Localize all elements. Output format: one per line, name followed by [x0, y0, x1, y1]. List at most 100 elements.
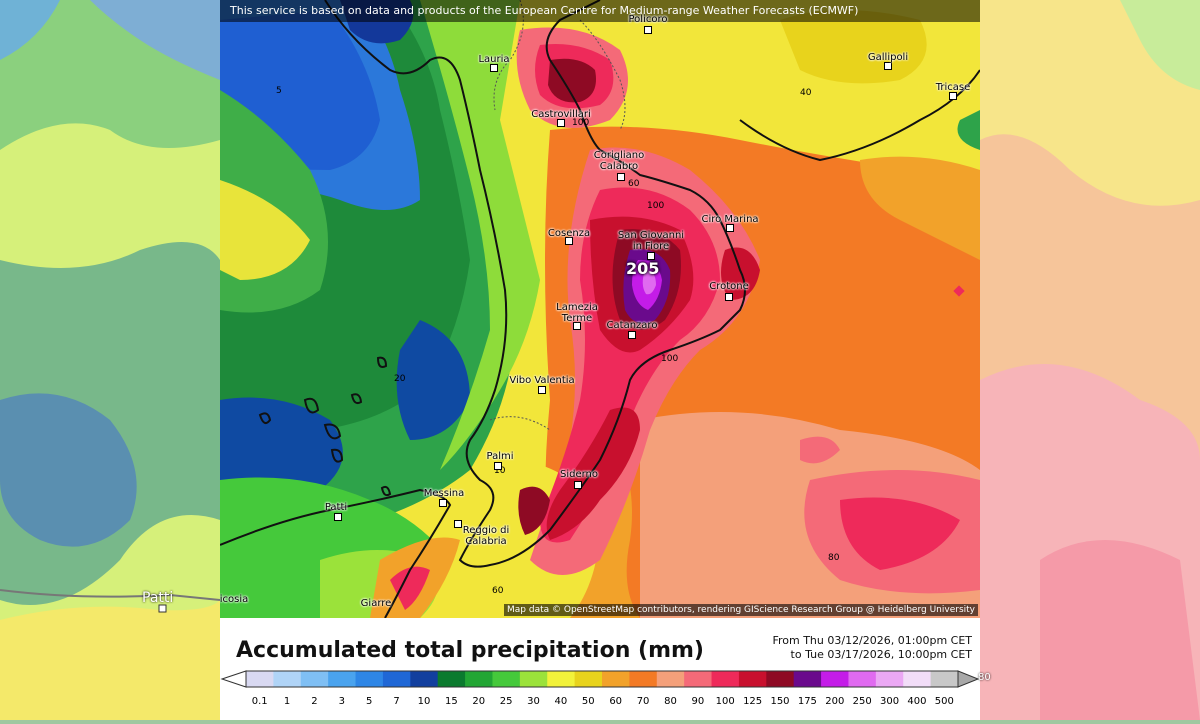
colorbar-swatch [930, 671, 959, 687]
city-label-siderno[interactable]: Siderno [559, 469, 599, 480]
colorbar-tick-label: 300 [879, 696, 900, 707]
city-marker [647, 252, 655, 260]
city-label-messina[interactable]: Messina [423, 488, 465, 499]
isoline-label: 60 [492, 586, 504, 596]
city-marker [565, 237, 573, 245]
right-background-map [980, 0, 1200, 720]
city-marker [557, 119, 565, 127]
city-label-tricase[interactable]: Tricase [935, 82, 971, 93]
colorbar-swatch [629, 671, 658, 687]
colorbar-swatch [711, 671, 740, 687]
city-marker [334, 513, 342, 521]
isoline-label: 100 [661, 354, 679, 364]
colorbar-swatch [766, 671, 795, 687]
isoline-label: 100 [647, 201, 665, 211]
isoline-label: 100 [572, 118, 590, 128]
colorbar-tick-label: 50 [581, 696, 595, 707]
colorbar-swatch [519, 671, 548, 687]
colorbar-tick-label: 400 [907, 696, 927, 707]
city-label-castrovillari[interactable]: Castrovillari [531, 109, 591, 120]
city-label-patti[interactable]: Patti [324, 502, 348, 513]
city-label-gallipoli[interactable]: Gallipoli [867, 52, 909, 63]
city-label-palmi[interactable]: Palmi [486, 451, 514, 462]
colorbar-swatch [492, 671, 521, 687]
colorbar-swatch [465, 671, 493, 687]
colorbar-swatch [382, 671, 411, 687]
left-city-label: Patti [142, 590, 174, 606]
city-label-giarre[interactable]: Giarre [360, 598, 392, 609]
colorbar-tick-label: 250 [852, 696, 872, 707]
chart-title: Accumulated total precipitation (mm) [236, 638, 704, 663]
city-label-san-giovanni[interactable]: San Giovanni in Fiore [617, 230, 685, 252]
colorbar-swatch [246, 671, 274, 687]
colorbar-tick-label: 500 [934, 696, 954, 707]
colorbar-swatch [903, 671, 932, 687]
colorbar-swatch [821, 671, 849, 687]
city-marker [644, 26, 652, 34]
city-label-lamezia[interactable]: Lamezia Terme [556, 302, 598, 324]
left-background-map: Patti [0, 0, 221, 720]
colorbar-swatch [300, 671, 329, 687]
colorbar-tick-label: 3 [338, 696, 346, 707]
city-label-reggio[interactable]: Reggio di Calabria [462, 525, 510, 547]
colorbar-tick-label: 30 [527, 696, 540, 707]
city-label-corigliano[interactable]: Corigliano Calabro [593, 150, 645, 172]
colorbar-tick-label: 175 [797, 696, 817, 707]
color-scale-bar [220, 670, 980, 688]
isoline-label: 80 [828, 553, 840, 563]
city-marker [439, 499, 447, 507]
city-marker [726, 224, 734, 232]
colorbar-swatch [848, 671, 877, 687]
colorbar-tick-label: 25 [499, 696, 513, 707]
colorbar-swatch [684, 671, 713, 687]
city-label-nicosia[interactable]: icosia [220, 594, 249, 605]
city-marker [573, 322, 581, 330]
city-label-ciro-marina[interactable]: Ciro Marina [701, 214, 759, 225]
colorbar-tick-label: 200 [825, 696, 845, 707]
colorbar-overflow-arrow [957, 670, 980, 688]
colorbar-swatch [602, 671, 630, 687]
colorbar-tick-label: 100 [715, 696, 735, 707]
colorbar-tick-label: 20 [472, 696, 486, 707]
colorbar-swatch [328, 671, 357, 687]
colorbar-tick-label: 80 [664, 696, 677, 707]
isoline-label: 5 [276, 86, 282, 96]
city-label-vibo-valentia[interactable]: Vibo Valentia [509, 375, 575, 386]
colorbar-swatch [273, 671, 302, 687]
city-marker [538, 386, 546, 394]
colorbar-tick-label: 15 [445, 696, 458, 707]
colorbar-swatch [547, 671, 576, 687]
color-scale-ticks: 0.1 1 2 3 5 7 10 15 20 25 30 40 50 60 70 80 90 100 125 150 1… [220, 696, 980, 710]
colorbar-swatch [574, 671, 603, 687]
city-marker [949, 92, 957, 100]
city-label-cosenza[interactable]: Cosenza [547, 228, 591, 239]
city-marker [628, 331, 636, 339]
colorbar-tick-label: 2 [311, 696, 318, 707]
legend-panel: Accumulated total precipitation (mm) Fro… [220, 618, 991, 720]
city-label-lauria[interactable]: Lauria [478, 54, 510, 65]
city-label-crotone[interactable]: Crotone [709, 281, 749, 292]
colorbar-tick-label: 60 [609, 696, 623, 707]
isoline-label: 20 [394, 374, 406, 384]
city-marker [884, 62, 892, 70]
colorbar-tick-label: 150 [770, 696, 790, 707]
city-marker [617, 173, 625, 181]
colorbar-swatch [656, 671, 685, 687]
city-label-catanzaro[interactable]: Catanzaro [606, 320, 658, 331]
colorbar-tick-label: 0.1 [251, 696, 268, 707]
isoline-label: 10 [494, 466, 506, 476]
city-label-policoro[interactable]: Policoro [628, 14, 668, 25]
isoline-label: 60 [628, 179, 640, 189]
forecast-period: From Thu 03/12/2026, 01:00pm CET to Tue … [772, 634, 972, 662]
map-attribution[interactable]: Map data © OpenStreetMap contributors, r… [504, 604, 978, 616]
precipitation-field [220, 0, 980, 618]
colorbar-outline [245, 670, 959, 688]
precipitation-map[interactable]: This service is based on data and produc… [220, 0, 980, 618]
colorbar-swatch [793, 671, 822, 687]
city-marker [725, 293, 733, 301]
colorbar-tick-label: 40 [554, 696, 568, 707]
colorbar-overflow-label: 80 [978, 672, 991, 683]
colorbar-underflow-arrow [220, 670, 247, 688]
max-precip-value: 205 [626, 259, 660, 278]
colorbar-tick-label: 1 [283, 696, 291, 707]
